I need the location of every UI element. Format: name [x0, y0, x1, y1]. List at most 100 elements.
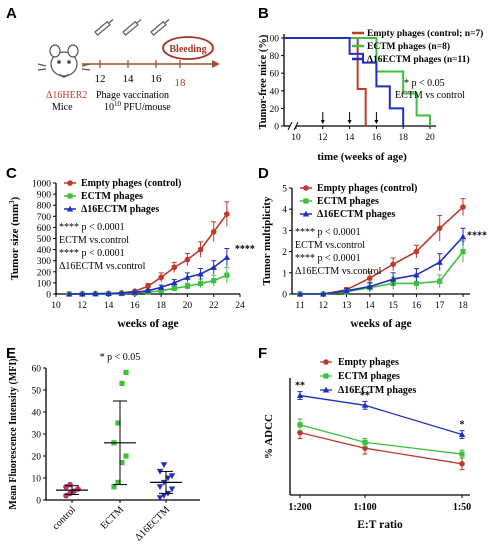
- f-series-line: [299, 394, 463, 436]
- c-x-tick-label: 18: [156, 301, 166, 311]
- c-data-point: [65, 290, 73, 297]
- f-x-tick-label: 1:50: [453, 502, 471, 513]
- f-data-point: [297, 422, 303, 428]
- e-data-point: [160, 462, 168, 469]
- d-x-tick-label: 16: [412, 301, 422, 311]
- b-x-tick-label: 14: [345, 133, 355, 143]
- mouse-icon: [37, 44, 91, 78]
- c-data-point: [197, 270, 204, 277]
- d-data-point: [437, 278, 443, 284]
- c-y-axis-title: Tumor size (mm3): [8, 196, 21, 280]
- c-data-point: [157, 284, 165, 290]
- c-x-tick-label: 12: [78, 301, 88, 311]
- d-legend-marker: [303, 198, 309, 204]
- e-y-tick-label: 50: [32, 387, 42, 397]
- c-y-axis-title-end: ): [9, 196, 21, 200]
- c-data-point: [158, 288, 164, 294]
- d-annotation: Δ16ECTM vs.control: [295, 266, 382, 277]
- d-y-tick-label: 3: [282, 227, 287, 237]
- c-x-tick-label: 16: [130, 301, 140, 311]
- c-data-point: [223, 254, 231, 260]
- c-annotation: Δ16ECTM vs.control: [59, 261, 146, 272]
- c-x-tick-label: 10: [51, 301, 61, 311]
- d-data-point: [389, 275, 397, 282]
- e-data-point: [168, 473, 176, 480]
- f-series-line: [299, 431, 463, 465]
- d-series-line: [300, 236, 464, 295]
- d-data-point: [460, 204, 466, 210]
- timeline-tick-16: 16: [151, 73, 163, 85]
- d-y-tick-label: 5: [282, 185, 287, 195]
- d-significance-stars: ****: [467, 231, 487, 242]
- panel-letter-d: D: [258, 165, 269, 182]
- b-x-tick-label: 12: [318, 133, 328, 143]
- c-legend-label: ECTM phages: [81, 191, 143, 202]
- panel-b-chart: 0 20 40 60 80 100 10 12 14 16 18 20 Empty phages (co…: [258, 28, 483, 163]
- d-y-tick-label: 2: [282, 248, 287, 258]
- d-x-tick-label: 18: [458, 301, 468, 311]
- panel-letter-a: A: [6, 5, 17, 22]
- c-y-tick-label: 600: [37, 224, 52, 234]
- c-legend-marker: [67, 193, 73, 199]
- c-data-point: [145, 283, 151, 290]
- c-data-point: [197, 280, 204, 287]
- c-data-point: [210, 229, 217, 235]
- b-vaccination-arrowhead: [374, 120, 379, 124]
- b-legend-label: ECTM phages (n=8): [367, 41, 450, 52]
- b-y-tick-label: 60: [270, 70, 280, 80]
- c-annotation: ECTM vs.control: [59, 235, 129, 246]
- d-data-point: [343, 287, 350, 294]
- c-y-tick-label: 1000: [32, 180, 51, 190]
- d-x-tick-label: 14: [365, 301, 375, 311]
- b-series-line: [284, 37, 405, 126]
- e-x-tick-label: Δ16ECTM: [133, 504, 172, 543]
- e-data-point: [123, 453, 129, 459]
- d-annotation: ECTM vs.control: [295, 240, 365, 251]
- panel-e-chart: 0 10 20 30 40 50 60 control ECTM Δ16ECTM * p < 0.0…: [8, 352, 200, 543]
- c-y-tick-label: 500: [37, 235, 52, 245]
- b-axis-break-1: [287, 121, 293, 131]
- c-y-tick-label: 400: [37, 246, 52, 256]
- e-data-point: [168, 486, 176, 493]
- d-data-point: [367, 275, 373, 281]
- c-annotation: **** p < 0.0001: [59, 222, 125, 233]
- f-x-axis-title: E:T ratio: [357, 519, 403, 531]
- c-data-point: [171, 279, 178, 286]
- e-y-tick-label: 0: [36, 497, 41, 507]
- c-legend-label: Empty phages (control): [81, 178, 181, 189]
- c-y-tick-label: 700: [37, 213, 52, 223]
- b-y-tick-label: 20: [270, 105, 280, 115]
- e-annotation: * p < 0.05: [100, 352, 141, 363]
- c-y-axis-title-text: Tumor size (mm: [9, 204, 21, 280]
- c-legend-marker: [66, 205, 74, 212]
- d-x-tick-label: 15: [388, 301, 398, 311]
- c-data-point: [131, 289, 139, 295]
- c-data-point: [92, 290, 99, 297]
- e-data-point: [111, 484, 117, 490]
- mouse-label-line1: Δ16HER2: [46, 90, 87, 101]
- d-data-point: [413, 280, 420, 286]
- c-data-point: [211, 278, 217, 284]
- c-data-point: [224, 211, 230, 217]
- d-data-point: [413, 271, 420, 278]
- panel-letter-f: F: [258, 345, 267, 362]
- f-x-tick-label: 1:200: [288, 502, 311, 513]
- bleeding-oval: [162, 36, 214, 60]
- f-legend-label: Empty phages: [338, 357, 399, 368]
- d-legend-label: Δ16ECTM phages: [317, 209, 395, 220]
- c-data-point: [184, 283, 191, 289]
- d-data-point: [460, 249, 466, 255]
- d-annotation: **** p < 0.0001: [295, 227, 361, 238]
- c-data-point: [79, 290, 86, 297]
- e-data-point: [115, 420, 121, 426]
- b-legend-label: Empty phages (control; n=7): [367, 28, 483, 39]
- f-series-line: [299, 424, 463, 455]
- e-data-point: [160, 493, 168, 499]
- c-data-point: [144, 287, 152, 294]
- e-x-tick-label: ECTM: [99, 504, 126, 531]
- c-data-point: [105, 290, 112, 297]
- e-data-point: [156, 484, 164, 491]
- c-x-tick-label: 22: [209, 301, 219, 311]
